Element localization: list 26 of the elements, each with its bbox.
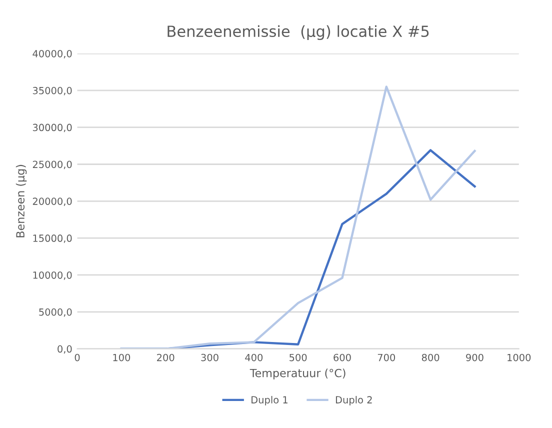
x-tick-label: 800: [422, 354, 440, 362]
y-tick-label: 15000,0: [33, 234, 72, 243]
x-tick-label: 700: [378, 354, 396, 362]
x-tick-label: 100: [113, 354, 130, 362]
x-tick-label: 500: [290, 354, 307, 362]
legend-label: Duplo 1: [252, 396, 288, 406]
line-series: [120, 86, 476, 349]
y-tick-label: 10000,0: [33, 271, 72, 280]
y-tick-label: 0,0: [58, 345, 72, 354]
x-tick-label: 400: [245, 354, 263, 362]
x-tick-label: 0: [74, 354, 80, 362]
x-tick-label: 1000: [508, 354, 531, 362]
y-tick-label: 35000,0: [32, 86, 72, 96]
y-tick-label: 20000,0: [32, 198, 72, 206]
x-axis-title: Temperatuur (°C): [250, 368, 346, 380]
x-tick-label: 900: [466, 354, 484, 362]
x-tick-label: 200: [157, 354, 174, 362]
y-tick-label: 25000,0: [32, 160, 72, 170]
y-tick-label: 30000,0: [32, 124, 72, 132]
y-tick-label: 40000,0: [32, 50, 72, 58]
y-axis-title: Benzeen (µg): [16, 164, 27, 238]
x-tick-label: 600: [334, 354, 351, 362]
x-tick-label: 300: [201, 354, 218, 362]
y-tick-label: 5000,0: [39, 308, 72, 317]
legend-label: Duplo 2: [336, 396, 372, 406]
chart-title: Benzeenemissie (µg) locatie X #5: [168, 25, 429, 40]
